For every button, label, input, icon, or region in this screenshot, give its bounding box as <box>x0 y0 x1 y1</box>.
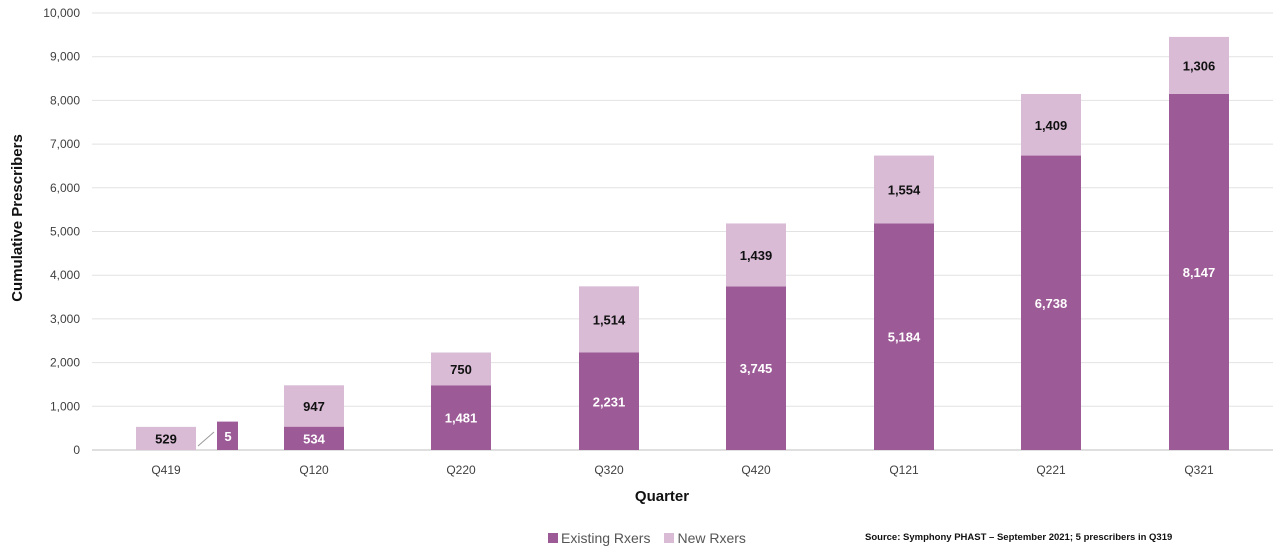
legend-label-new: New Rxers <box>677 530 746 546</box>
gridlines <box>92 12 1273 451</box>
bar-existing-rxers <box>1169 93 1229 450</box>
y-axis-title: Cumulative Prescribers <box>9 134 26 302</box>
data-label-existing: 8,147 <box>1183 265 1216 280</box>
x-tick-label: Q320 <box>594 463 624 477</box>
y-tick-label: 6,000 <box>50 181 80 195</box>
y-tick-label: 5,000 <box>50 225 80 239</box>
x-tick-label: Q221 <box>1036 463 1066 477</box>
x-axis-ticks: Q419 Q120 Q220 Q320 Q420 Q121 Q221 Q321 <box>151 463 1214 477</box>
y-tick-label: 9,000 <box>50 50 80 64</box>
x-tick-label: Q120 <box>299 463 329 477</box>
y-tick-label: 10,000 <box>43 6 80 20</box>
x-tick-label: Q321 <box>1184 463 1214 477</box>
bar-new-rxers <box>431 352 491 386</box>
data-label-new: 750 <box>450 362 472 377</box>
y-tick-label: 1,000 <box>50 399 80 413</box>
x-tick-label: Q420 <box>741 463 771 477</box>
bar-existing-rxers <box>431 385 491 450</box>
data-label-existing: 534 <box>303 431 325 446</box>
bar-new-rxers <box>284 385 344 427</box>
y-tick-label: 3,000 <box>50 312 80 326</box>
y-tick-label: 0 <box>73 443 80 457</box>
data-label-new: 529 <box>155 431 177 446</box>
legend-swatch-existing <box>548 533 558 543</box>
legend-swatch-new <box>664 533 675 543</box>
legend-label-existing: Existing Rxers <box>561 530 651 546</box>
bar-new-rxers <box>874 155 934 224</box>
leader-line <box>197 431 215 447</box>
y-tick-label: 8,000 <box>50 93 80 107</box>
data-label-new: 1,409 <box>1035 118 1068 133</box>
x-tick-label: Q121 <box>889 463 919 477</box>
y-tick-label: 7,000 <box>50 137 80 151</box>
legend: Existing Rxers New Rxers <box>548 530 746 546</box>
bar-new-rxers <box>1169 36 1229 94</box>
data-label-existing: 6,738 <box>1035 296 1068 311</box>
data-label-existing: 2,231 <box>593 394 626 409</box>
bar-new-rxers <box>726 223 786 287</box>
bar-new-rxers <box>579 286 639 353</box>
data-label-new: 1,306 <box>1183 58 1216 73</box>
legend-item-existing: Existing Rxers <box>548 530 650 546</box>
bar-existing-rxers <box>874 223 934 450</box>
x-axis-title: Quarter <box>635 488 689 505</box>
y-tick-label: 4,000 <box>50 268 80 282</box>
bar-existing-rxers <box>284 426 344 450</box>
data-label-new: 1,439 <box>740 248 773 263</box>
bar-new-rxers <box>136 426 196 450</box>
bar-new-rxers <box>1021 93 1081 156</box>
bar-existing-rxers <box>579 352 639 450</box>
data-label-existing: 3,745 <box>740 361 773 376</box>
bar-existing-rxers <box>726 286 786 450</box>
bar-existing-rxers <box>217 421 238 450</box>
data-label-new: 1,554 <box>888 183 921 198</box>
data-label-existing: 5,184 <box>888 330 921 345</box>
y-axis-ticks: 0 1,000 2,000 3,000 4,000 5,000 6,000 7,000 8,00… <box>43 6 80 457</box>
bar-existing-rxers <box>1021 155 1081 451</box>
data-label-existing: 1,481 <box>445 411 478 426</box>
x-tick-label: Q419 <box>151 463 181 477</box>
bars: 529 5 534 947 1,481 750 2,231 1,514 3,745 1,439 5,… <box>136 36 1229 451</box>
y-tick-label: 2,000 <box>50 356 80 370</box>
source-note: Source: Symphony PHAST – September 2021;… <box>865 532 1173 543</box>
data-label-new: 1,514 <box>593 312 626 327</box>
x-tick-label: Q220 <box>446 463 476 477</box>
data-label-existing: 5 <box>224 429 231 444</box>
data-label-new: 947 <box>303 399 325 414</box>
legend-item-new: New Rxers <box>664 530 746 546</box>
